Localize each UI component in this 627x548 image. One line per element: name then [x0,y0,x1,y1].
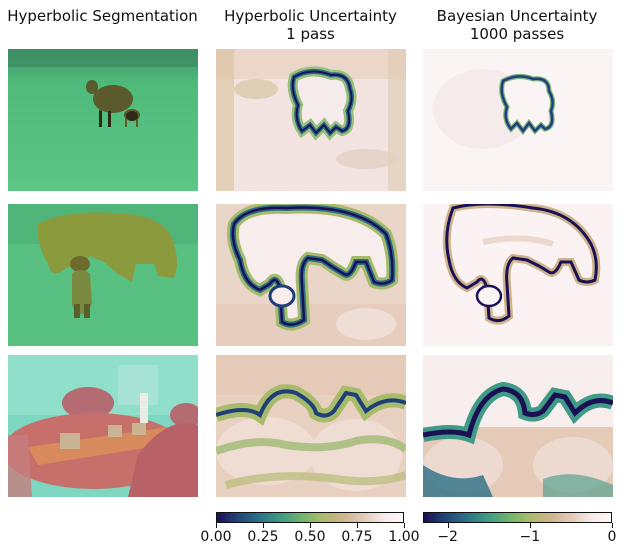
bayesian-colorbar-tick-label: 0 [607,529,617,545]
hyperbolic-colorbar-tick-mark [356,523,358,528]
bayesian-title-line1: Bayesian Uncertainty [436,7,598,25]
hyperbolic-colorbar-tick-mark [215,523,217,528]
hyperbolic-column-title: Hyperbolic Uncertainty 1 pass [208,7,413,43]
segmentation-image-row3 [8,355,198,497]
bayesian-uncertainty-map-row1 [423,49,613,191]
hyperbolic-title-line2: 1 pass [286,25,335,43]
hyperbolic-title-line1: Hyperbolic Uncertainty [224,7,397,25]
segmentation-column-title: Hyperbolic Segmentation [0,7,205,25]
hyperbolic-colorbar-tick-label: 0.75 [341,529,373,545]
bayesian-colorbar-tick-mark [447,523,449,528]
hyperbolic-uncertainty-map-row3 [216,355,406,497]
bayesian-column-title: Bayesian Uncertainty 1000 passes [412,7,622,43]
hyperbolic-colorbar-tick-mark [262,523,264,528]
segmentation-title-text: Hyperbolic Segmentation [7,7,198,25]
hyperbolic-uncertainty-map-row2 [216,204,406,346]
bayesian-colorbar-tick-mark [611,523,613,528]
bayesian-colorbar-tick-mark [529,523,531,528]
bayesian-uncertainty-map-row2 [423,204,613,346]
hyperbolic-colorbar-tick-label: 0.00 [200,529,232,545]
hyperbolic-colorbar [216,512,404,523]
hyperbolic-colorbar-tick-label: 0.50 [294,529,326,545]
hyperbolic-uncertainty-map-row1 [216,49,406,191]
hyperbolic-colorbar-tick-mark [309,523,311,528]
bayesian-colorbar-tick-label: −1 [519,529,541,545]
bayesian-title-line2: 1000 passes [469,25,565,43]
bayesian-colorbar [423,512,612,523]
segmentation-image-row1 [8,49,198,191]
hyperbolic-colorbar-tick-label: 1.00 [388,529,420,545]
segmentation-image-row2 [8,204,198,346]
bayesian-uncertainty-map-row3 [423,355,613,497]
hyperbolic-colorbar-tick-label: 0.25 [247,529,279,545]
bayesian-colorbar-tick-label: −2 [437,529,458,545]
hyperbolic-colorbar-tick-mark [403,523,405,528]
